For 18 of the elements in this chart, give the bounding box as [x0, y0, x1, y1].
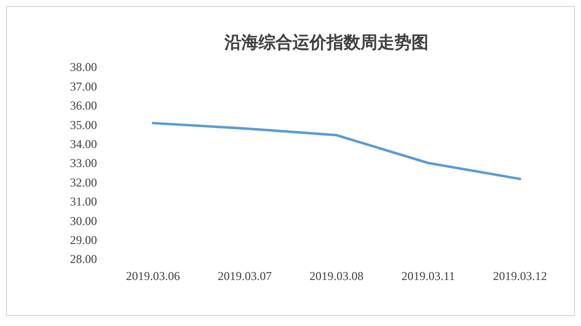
y-tick-label: 30.00	[70, 214, 97, 228]
x-tick-label: 2019.03.07	[218, 269, 272, 284]
y-tick-label: 29.00	[70, 233, 97, 247]
chart-title: 沿海综合运价指数周走势图	[224, 33, 428, 53]
y-tick-label: 32.00	[70, 175, 97, 190]
y-tick-label: 37.00	[70, 79, 97, 94]
y-tick-label: 36.00	[70, 98, 97, 113]
y-tick-label: 33.00	[70, 156, 97, 170]
y-tick-label: 31.00	[70, 194, 97, 209]
y-tick-label: 35.00	[70, 118, 97, 132]
y-tick-label: 28.00	[70, 252, 97, 266]
y-tick-label: 38.00	[70, 60, 97, 74]
line-series	[152, 122, 522, 180]
x-tick-label: 2019.03.12	[493, 269, 547, 284]
x-tick-label: 2019.03.06	[126, 269, 180, 284]
y-tick-label: 34.00	[70, 137, 97, 151]
x-tick-label: 2019.03.11	[401, 269, 456, 284]
x-tick-label: 2019.03.08	[310, 269, 364, 284]
